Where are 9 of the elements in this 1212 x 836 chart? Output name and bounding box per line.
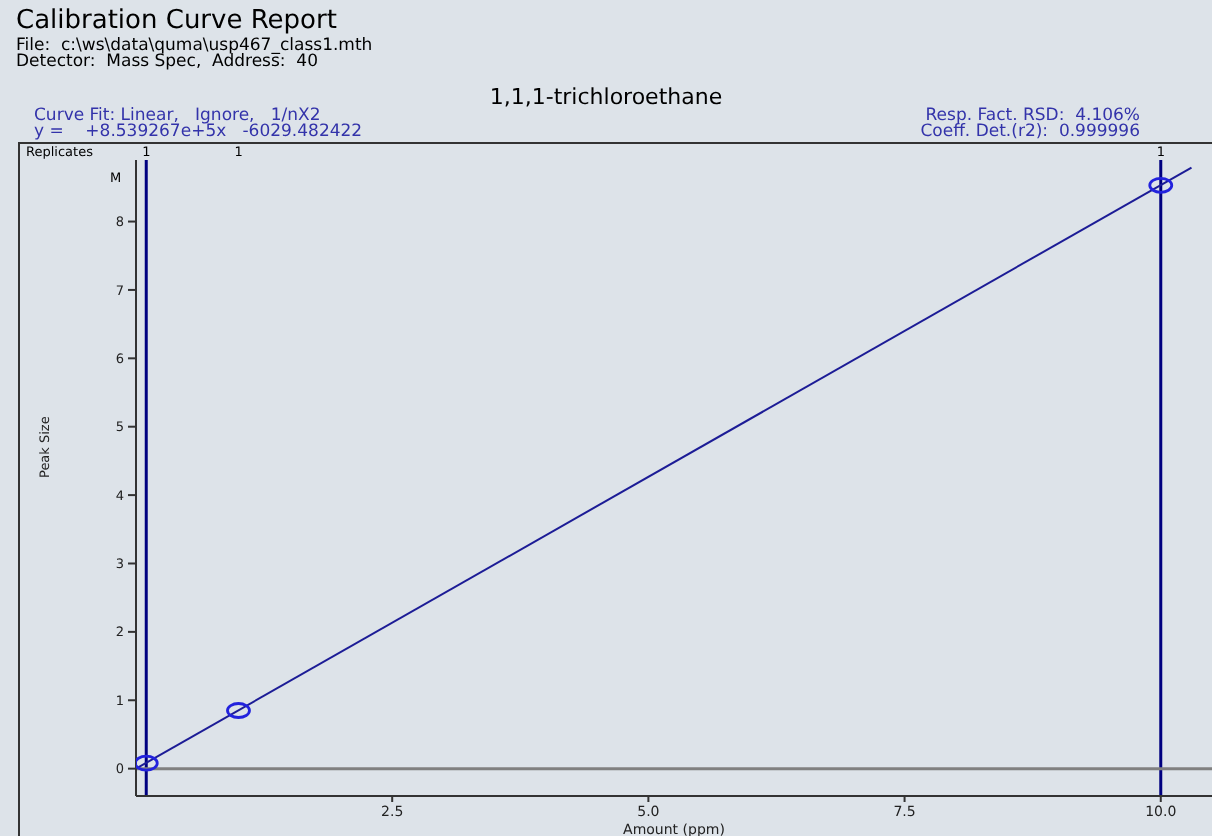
text: Detector: Mass Spec, Address: 40 [16, 52, 318, 72]
text: Resp. Fact. RSD: 4.106% [925, 106, 1140, 126]
point [136, 754, 159, 772]
text: Calibration Curve Report [16, 6, 337, 36]
text: y = +8.539267e+5x -6029.482422 [34, 122, 363, 142]
text: File: c:\ws\data\quma\usp467_class1.mth [16, 36, 373, 56]
text: Curve Fit: Linear, Ignore, 1/nX2 [34, 106, 321, 126]
chart-title: 1,1,1-trichloroethane [489, 84, 723, 110]
text: Coeff. Det.(r2): 0.999996 [920, 122, 1140, 142]
